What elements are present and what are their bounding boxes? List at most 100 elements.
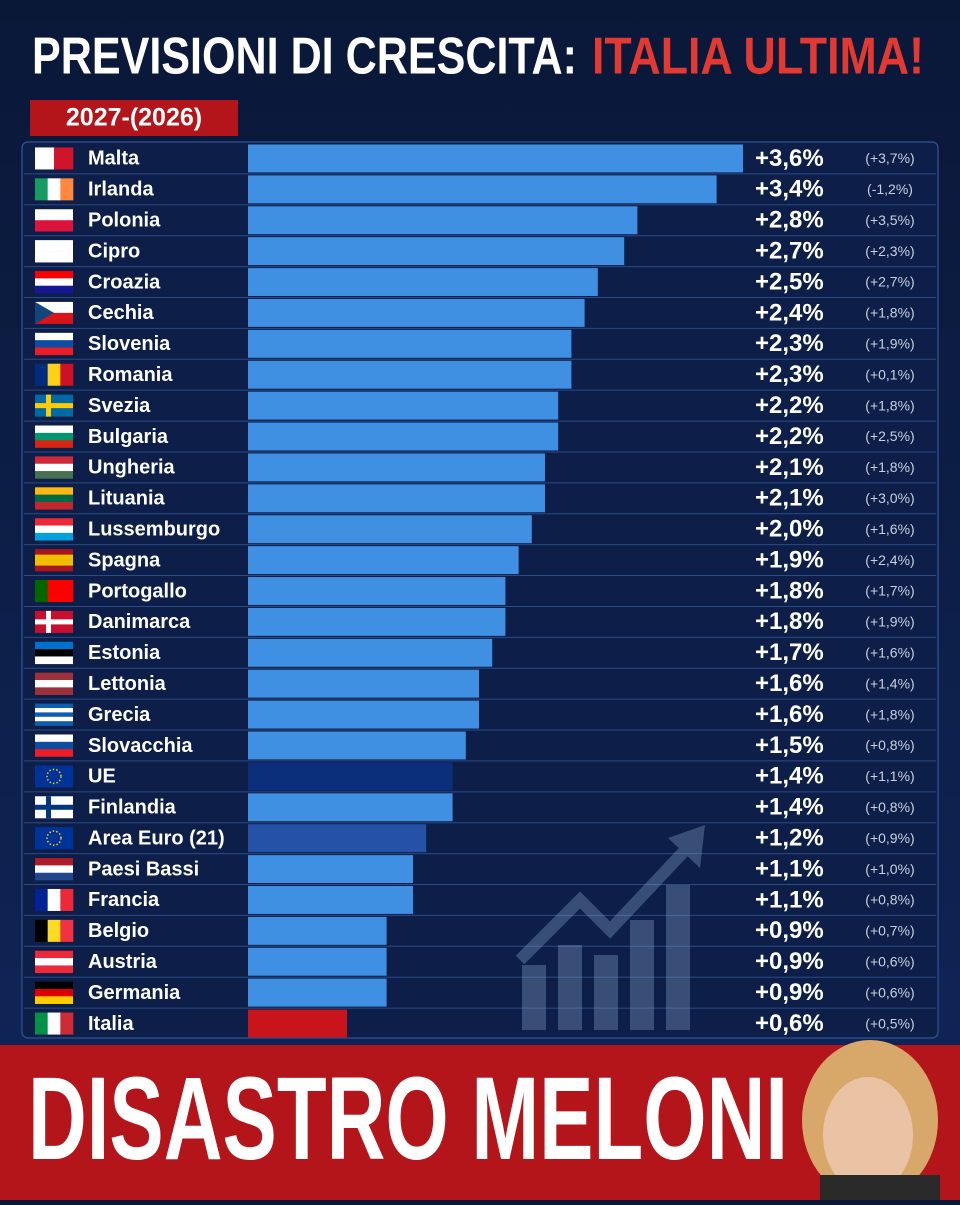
flag-stripe	[35, 981, 73, 990]
value-label: +1,4%	[755, 763, 824, 790]
flag-stripe	[35, 580, 48, 602]
previous-label: (+3,5%)	[865, 212, 914, 228]
category-label: Austria	[88, 951, 158, 973]
flag	[35, 425, 73, 448]
flag-stripe	[35, 278, 73, 287]
category-label: Slovenia	[88, 333, 171, 355]
icon-bar	[666, 885, 690, 1030]
bar	[248, 329, 572, 358]
flag	[35, 147, 74, 170]
flag-stripe	[47, 888, 61, 911]
banner-band	[0, 1045, 960, 1200]
flag-stripe	[35, 687, 73, 695]
flag-stripe	[47, 580, 61, 602]
flag-stripe	[35, 147, 55, 170]
flag	[35, 734, 73, 757]
flag-stripe	[35, 271, 73, 279]
icon-arrowhead	[668, 825, 705, 868]
category-label: Lettonia	[88, 673, 167, 695]
flag	[35, 919, 74, 942]
flag-stripe	[35, 565, 73, 572]
subtitle: 2027-(2026)	[66, 104, 202, 132]
flag	[35, 332, 73, 356]
value-label: +2,3%	[755, 330, 824, 357]
flag-stripe	[35, 872, 73, 881]
bar	[248, 206, 638, 235]
icon-bar	[522, 965, 546, 1030]
flag-stars	[46, 768, 62, 785]
flag-stripe	[47, 919, 61, 942]
portrait	[802, 1040, 940, 1200]
flag-field	[35, 827, 73, 850]
bar	[248, 484, 545, 513]
flag	[35, 549, 73, 572]
growth-icon	[515, 825, 705, 1030]
previous-label: (+1,8%)	[865, 397, 914, 413]
flag-stripe	[35, 440, 73, 448]
chart-title: PREVISIONI DI CRESCITA:	[32, 28, 577, 86]
value-label: +1,5%	[755, 732, 824, 759]
flag-stripe	[35, 707, 73, 713]
flag-stripe	[47, 178, 61, 201]
bar	[248, 175, 717, 204]
value-label: +3,6%	[755, 145, 824, 172]
category-label: Francia	[88, 889, 160, 911]
flag	[35, 456, 73, 479]
flag	[35, 240, 73, 263]
flag-stripe	[35, 518, 73, 526]
bar	[248, 237, 625, 266]
flag-triangle	[35, 301, 54, 324]
bar	[248, 577, 506, 605]
icon-bar	[594, 955, 618, 1030]
bar	[248, 391, 559, 420]
value-label: +1,6%	[755, 701, 824, 728]
flag-stripe	[35, 656, 73, 665]
flag-stripe	[35, 721, 73, 726]
flag-stripe	[35, 494, 73, 503]
flag-stripe	[35, 549, 73, 555]
value-label: +1,2%	[755, 825, 824, 852]
flag	[35, 703, 73, 726]
category-label: Cechia	[88, 302, 154, 324]
category-label: Spagna	[88, 549, 161, 571]
flag-stripe	[35, 888, 48, 911]
flag-stripe	[60, 1012, 74, 1035]
category-label: Slovacchia	[88, 735, 193, 757]
flag-stripe	[35, 988, 73, 997]
flag-stripe	[47, 1012, 61, 1035]
category-label: Area Euro (21)	[88, 827, 225, 849]
flag-stripe	[60, 363, 74, 386]
flag-stripe	[35, 680, 73, 688]
bar	[248, 700, 479, 729]
value-label: +2,0%	[755, 516, 824, 543]
icon-bar	[558, 945, 582, 1030]
previous-label: (+1,9%)	[865, 336, 914, 352]
flag-stripe	[35, 716, 73, 722]
category-label: Ungheria	[88, 457, 176, 479]
flag-stripe	[35, 996, 73, 1004]
flag	[35, 394, 73, 417]
flag	[35, 796, 73, 819]
previous-label: (-1,2%)	[867, 181, 913, 197]
bar	[248, 947, 387, 976]
flag	[35, 858, 73, 881]
previous-label: (+1,0%)	[865, 861, 914, 877]
value-label: +2,3%	[755, 361, 824, 388]
previous-label: (+2,7%)	[865, 274, 914, 290]
value-label: +0,9%	[755, 979, 824, 1006]
previous-label: (+1,6%)	[865, 521, 914, 537]
flag	[35, 610, 73, 633]
flag-stripe	[35, 734, 73, 743]
category-label: Paesi Bassi	[88, 858, 199, 880]
flag-stripe	[35, 958, 73, 966]
bar	[248, 886, 413, 914]
flag-stripe	[35, 463, 73, 472]
value-label: +2,5%	[755, 268, 824, 295]
previous-label: (+2,5%)	[865, 428, 914, 444]
flag	[35, 518, 73, 541]
flag-cross	[35, 619, 73, 625]
value-label: +3,4%	[755, 176, 824, 203]
category-label: UE	[88, 766, 116, 788]
flag	[35, 178, 74, 201]
